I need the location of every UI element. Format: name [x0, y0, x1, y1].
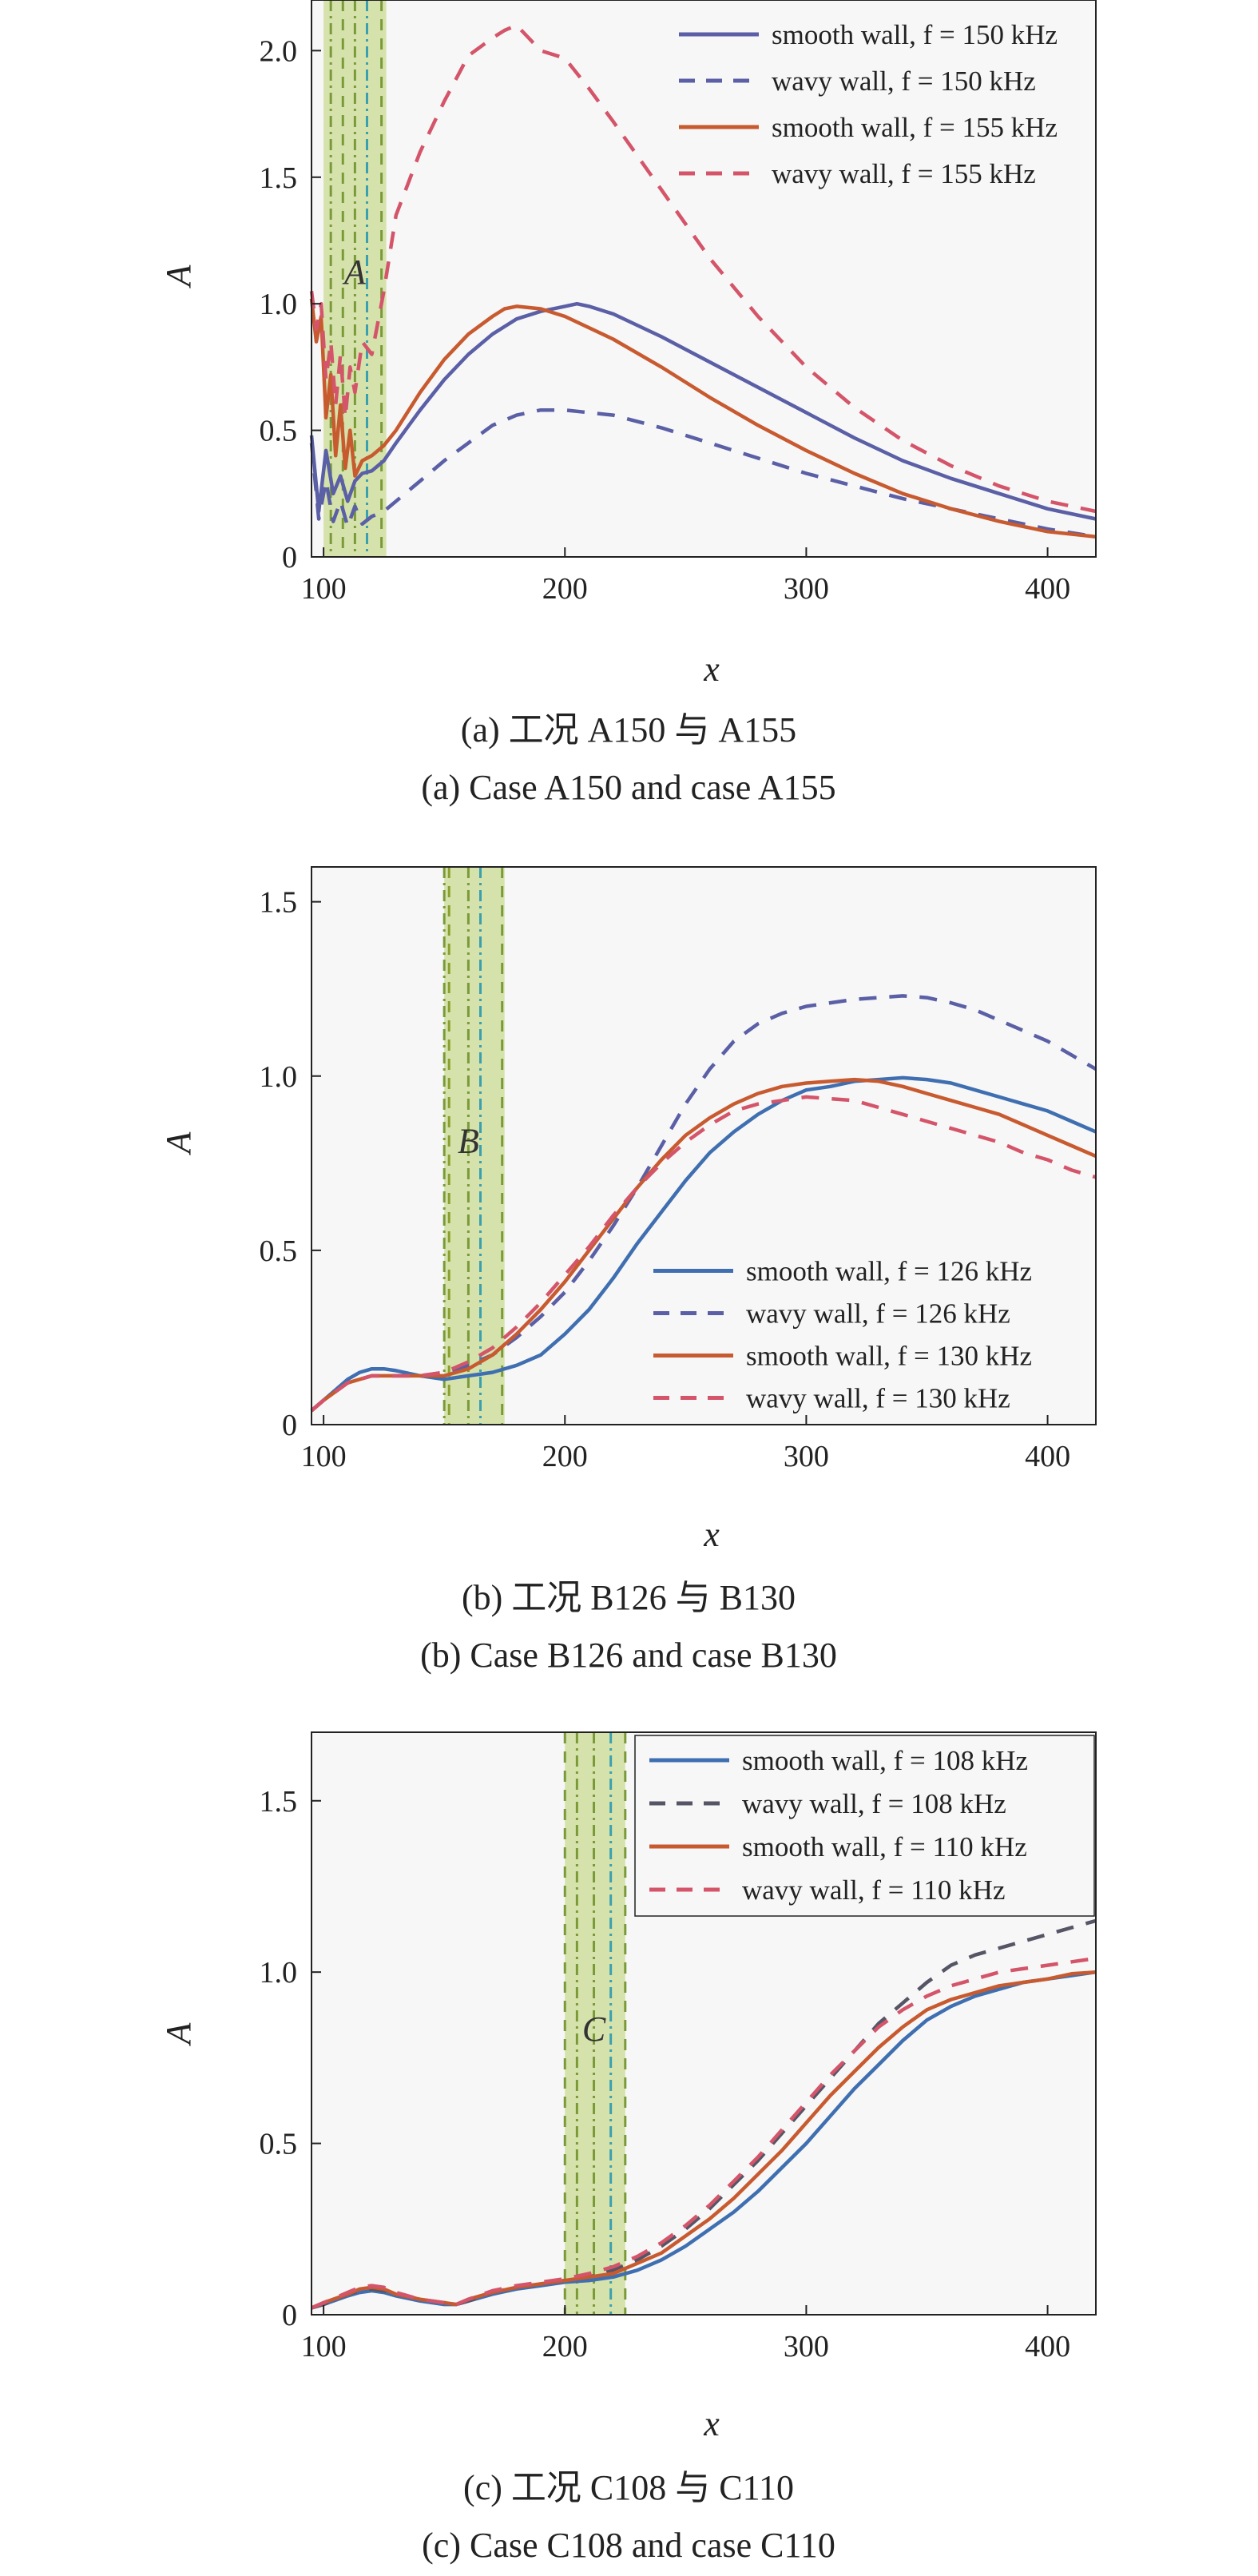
- shaded-region: [444, 867, 505, 1425]
- legend-box: [634, 1735, 1095, 1917]
- caption-b-en: (b) Case B126 and case B130: [420, 1636, 837, 1675]
- x-tick-label: 300: [784, 1440, 829, 1473]
- series-line: [310, 1095, 1097, 1413]
- y-tick-label: 1.0: [260, 288, 298, 321]
- x-tick-label: 200: [542, 572, 588, 606]
- axes-frame: [311, 0, 1097, 558]
- series-line: [310, 1075, 1097, 1413]
- plot-area: [312, 867, 1096, 1425]
- y-tick-label: 0.5: [260, 1234, 298, 1268]
- axes-frame: [311, 1731, 1097, 2316]
- legend-entry: smooth wall, f = 155 kHz: [772, 112, 1058, 143]
- x-axis-label: x: [703, 650, 720, 689]
- y-tick-label: 1.5: [260, 161, 298, 195]
- x-tick-label: 100: [301, 572, 347, 606]
- y-tick-label: 1.0: [260, 1956, 298, 1990]
- legend-entry: wavy wall, f = 108 kHz: [742, 1788, 1006, 1819]
- legend: smooth wall, f = 126 kHz wavy wall, f = 1…: [653, 1256, 1032, 1414]
- y-tick-label: 2.0: [260, 34, 298, 68]
- y-tick-label: 0.5: [260, 2128, 298, 2161]
- y-tick-label: 0: [282, 541, 297, 574]
- y-tick-label: 1.0: [260, 1060, 298, 1094]
- caption-a-zh: (a) 工况 A150 与 A155: [461, 710, 796, 749]
- x-tick-label: 400: [1025, 2330, 1070, 2363]
- region-label: B: [458, 1122, 479, 1161]
- y-axis-label: A: [159, 2021, 198, 2046]
- legend-entry: wavy wall, f = 150 kHz: [772, 66, 1036, 97]
- x-tick-label: 100: [301, 2330, 347, 2363]
- series-line: [311, 1970, 1097, 2310]
- x-tick-label: 300: [784, 572, 829, 606]
- shaded-region: [565, 1732, 625, 2315]
- series-line: [309, 23, 1097, 514]
- y-tick-label: 0: [282, 1409, 297, 1442]
- axes-frame: [311, 866, 1097, 1425]
- legend-entry: smooth wall, f = 150 kHz: [772, 19, 1058, 50]
- y-axis-label: A: [159, 1131, 198, 1155]
- x-tick-label: 300: [784, 2330, 829, 2363]
- x-tick-label: 100: [301, 1440, 347, 1473]
- caption-b-zh: (b) 工况 B126 与 B130: [462, 1578, 796, 1617]
- legend-entry: smooth wall, f = 126 kHz: [746, 1256, 1032, 1287]
- legend-entry: smooth wall, f = 108 kHz: [742, 1745, 1028, 1776]
- y-axis-label: A: [159, 264, 198, 288]
- x-axis-label: x: [703, 2404, 720, 2443]
- y-tick-label: 1.5: [260, 1785, 298, 1819]
- y-tick-label: 0: [282, 2299, 297, 2332]
- legend-entry: wavy wall, f = 126 kHz: [746, 1298, 1010, 1330]
- series-line: [309, 407, 1097, 539]
- x-tick-label: 400: [1025, 1440, 1070, 1473]
- caption-c-zh: (c) 工况 C108 与 C110: [463, 2468, 794, 2507]
- caption-c-en: (c) Case C108 and case C110: [422, 2526, 835, 2565]
- series-line: [311, 1918, 1097, 2310]
- legend-entry: wavy wall, f = 130 kHz: [746, 1383, 1010, 1414]
- x-tick-label: 200: [542, 2330, 588, 2363]
- legend-entry: wavy wall, f = 110 kHz: [742, 1874, 1005, 1906]
- series-line: [309, 301, 1097, 521]
- x-tick-label: 400: [1025, 572, 1070, 606]
- legend-entry: smooth wall, f = 130 kHz: [746, 1341, 1032, 1372]
- legend-entry: wavy wall, f = 155 kHz: [772, 158, 1036, 189]
- legend-entry: smooth wall, f = 110 kHz: [742, 1831, 1027, 1862]
- y-tick-label: 0.5: [260, 415, 298, 448]
- region-label: C: [582, 2010, 606, 2049]
- x-tick-label: 200: [542, 1440, 588, 1473]
- caption-a-en: (a) Case A150 and case A155: [421, 768, 835, 807]
- x-axis-label: x: [703, 1515, 720, 1554]
- region-label: A: [342, 252, 367, 292]
- legend: smooth wall, f = 150 kHz wavy wall, f = 1…: [679, 19, 1058, 189]
- series-line: [311, 1956, 1097, 2310]
- legend: smooth wall, f = 108 kHz wavy wall, f = 1…: [634, 1735, 1095, 1917]
- series-line: [309, 298, 1097, 539]
- y-tick-label: 1.5: [260, 886, 298, 920]
